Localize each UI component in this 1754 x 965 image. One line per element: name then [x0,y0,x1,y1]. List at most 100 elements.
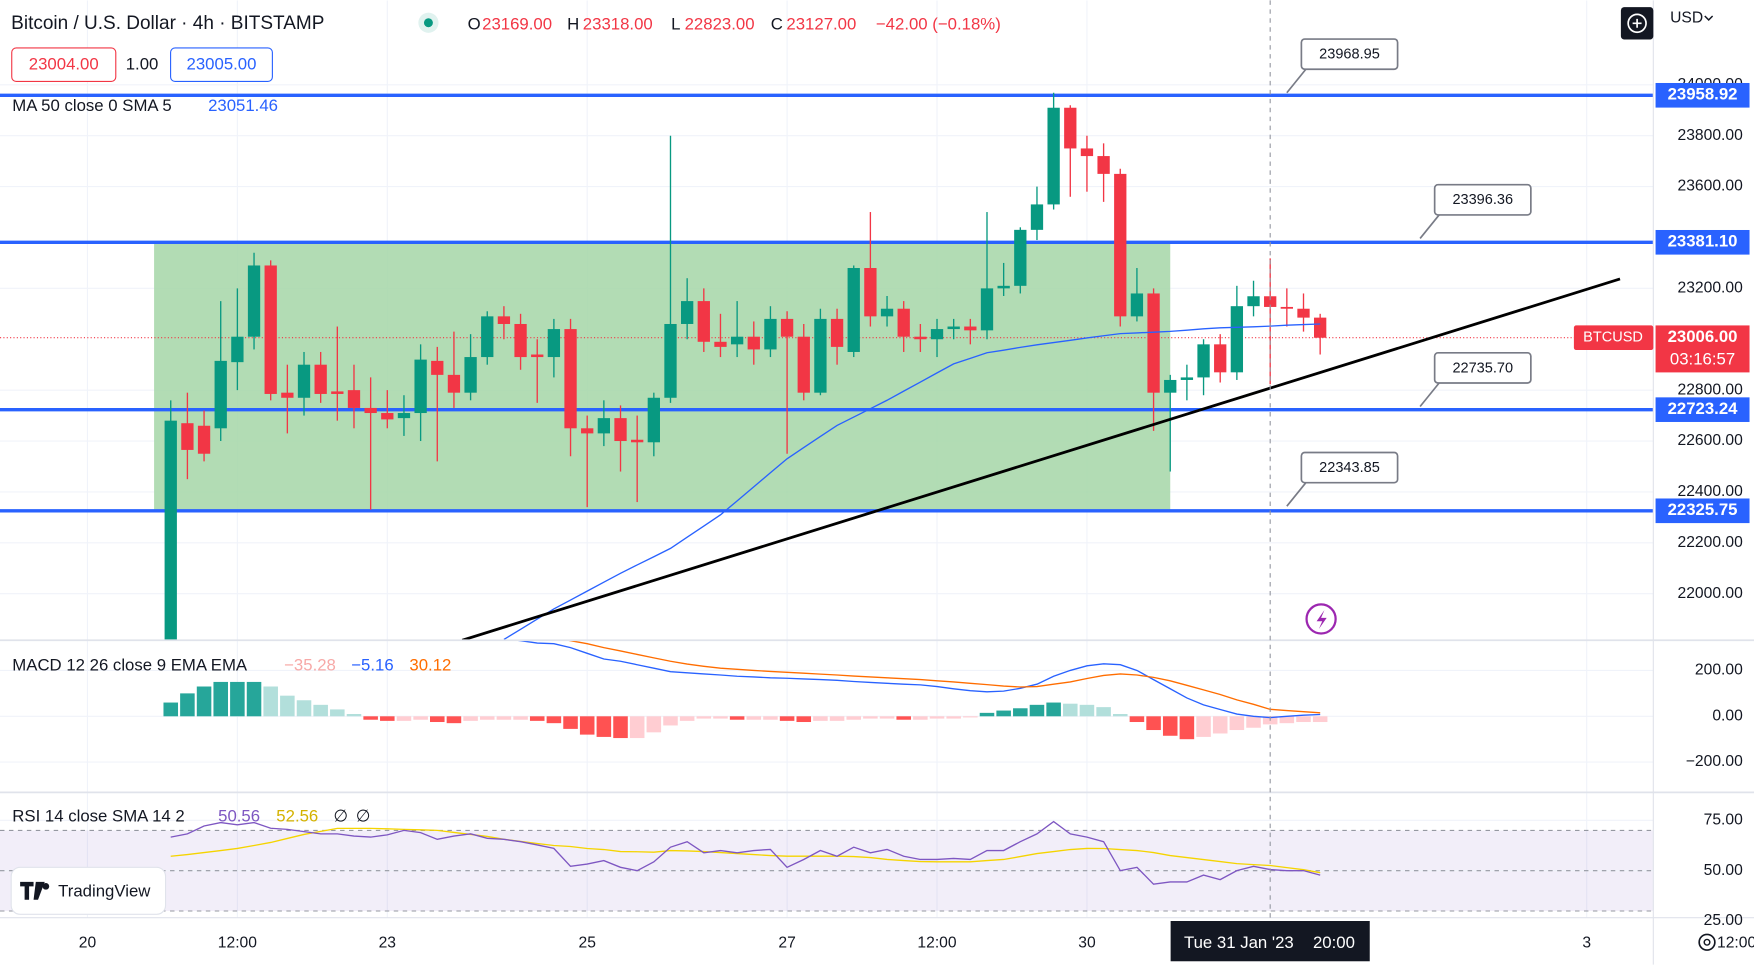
histogram-bar [1112,714,1128,717]
indicator-value: −5.16 [351,655,393,674]
histogram-bar [913,716,928,720]
sell-button[interactable] [11,47,117,83]
buy-button[interactable] [170,47,273,83]
candle-body [314,364,327,394]
ohlc-key: C [771,14,783,33]
crosshair-time: 20:00 [1313,933,1355,952]
histogram-bar [763,716,778,720]
histogram-bar [963,716,978,718]
histogram-bar [263,686,278,717]
bid[interactable]: 23004.00 [29,55,99,74]
candle-body [680,301,694,324]
logo-mark [20,881,45,900]
candle-body [730,336,744,345]
callout-leader [1286,68,1307,94]
indicator-value: 23051.46 [208,96,278,115]
candle-body [1014,229,1027,286]
candle-body [1180,377,1194,380]
logo-badge[interactable] [10,866,167,915]
indicator-value: 52.56 [276,806,318,825]
price-pane [0,0,1654,641]
macd-line [565,640,1321,714]
candle-body [547,329,561,358]
candle-body [197,425,211,454]
add-icon [1632,18,1642,28]
histogram-bar [380,716,395,721]
x-tick-label: 12:00 [218,935,257,952]
histogram-bar [246,681,262,717]
candle-body [397,413,411,419]
y-tick-label: 22600.00 [1678,432,1744,449]
histogram-bar [296,700,312,717]
candle-body [814,318,827,393]
x-tick-label: 27 [778,935,795,952]
candle-body [497,316,511,324]
callout-label: 23968.95 [1319,47,1380,63]
candle-body [1297,308,1310,318]
settings-icon[interactable] [1698,933,1716,951]
histogram-bar [446,716,462,724]
rsi-line [170,820,1321,885]
candle-body [414,359,427,414]
indicator-value: 50.56 [218,806,260,825]
candle-body [1264,296,1277,307]
candle-body [1164,379,1177,393]
histogram-bar [230,681,245,717]
histogram-bar [1013,708,1028,717]
level-axis-label-bg [1655,397,1750,422]
candle-body [1147,293,1160,393]
callout-box [1433,183,1532,216]
candle-body [664,323,677,398]
histogram-bar [713,716,728,719]
crosshair-date: Tue 31 Jan '23 [1184,933,1294,952]
candle-body [297,364,311,398]
last-name-bg [1573,325,1654,351]
currency[interactable]: USD [1670,9,1703,26]
histogram-bar [579,716,595,735]
candle-body [947,326,960,330]
candle-body [780,318,794,337]
indicator-title: RSI 14 close SMA 14 2 [12,806,184,825]
candle-body [1197,344,1210,378]
last-price-bg [1655,325,1750,373]
histogram-bar [679,716,695,721]
last-name: BTCUSD [1583,330,1643,346]
histogram-bar [1196,716,1211,737]
x-tick-label: 30 [1078,935,1096,952]
candle-body [647,397,660,443]
candle-body [431,360,444,375]
candle-body [281,392,294,398]
trend-line [461,277,1621,641]
y-tick-label: 23600.00 [1678,178,1744,195]
crosshair-label-bg [1170,921,1370,962]
candle-body [830,318,844,347]
change: −42.00 (−0.18%) [876,14,1001,33]
logo-text: TradingView [58,881,151,900]
candle-body [364,407,377,414]
candle-body [697,301,710,342]
histogram-bar [596,716,612,737]
histogram-bar [529,716,545,721]
indicator-title: MA 50 close 0 SMA 5 [12,96,171,115]
candle-body [597,418,611,434]
y-tick-label: −200.00 [1686,753,1743,770]
y-tick-label: 22800.00 [1678,381,1744,398]
candle-body [880,308,894,317]
callout-label: 23396.36 [1452,192,1513,208]
histogram-bar [779,716,795,721]
spread: 1.00 [126,55,159,74]
candle-body [347,390,361,408]
level-axis-label-bg [1655,498,1750,524]
callout-leader [1419,214,1440,239]
candle-body [447,374,461,393]
ask[interactable]: 23005.00 [187,55,257,74]
histogram-bar [796,716,812,723]
histogram-bar [563,716,578,729]
ohlc-value: 23169.00 [482,14,552,33]
symbol-title[interactable]: Bitcoin / U.S. Dollar · 4h · BITSTAMP [11,13,324,34]
lightning-icon [1316,610,1327,630]
candle-body [1097,156,1110,174]
candle-body [1047,107,1060,205]
y-tick-label: 23800.00 [1678,127,1744,144]
candle-body [980,288,994,331]
